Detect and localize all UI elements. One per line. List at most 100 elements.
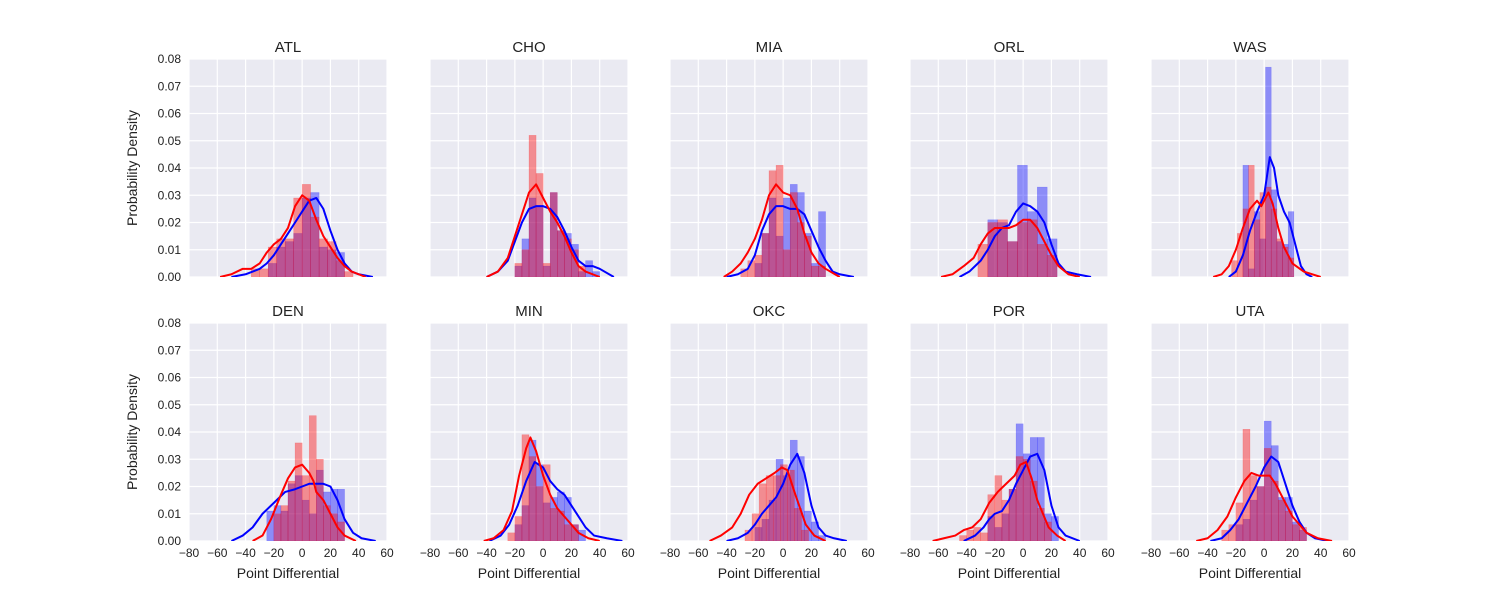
hist-bar-blue	[1270, 445, 1279, 541]
hist-bar-blue	[280, 510, 289, 541]
panel-title: DEN	[272, 303, 304, 320]
y-axis-label: Probability Density	[124, 110, 140, 226]
x-tick-label: −60	[207, 546, 228, 560]
hist-bar-red	[1008, 488, 1017, 541]
hist-bar-blue	[1259, 238, 1266, 277]
kde-line-blue	[488, 460, 623, 541]
hist-bar-red	[284, 238, 294, 277]
plot-area	[1196, 420, 1333, 541]
plot-area	[219, 184, 374, 277]
hist-bar-blue	[301, 499, 310, 541]
hist-bar-red	[1001, 499, 1010, 541]
panel-title: UTA	[1236, 303, 1265, 320]
hist-bar-red	[780, 464, 788, 541]
hist-bar-red	[535, 173, 544, 277]
hist-bar-red	[557, 230, 565, 277]
x-tick-label: 40	[1073, 546, 1087, 560]
hist-bar-red	[542, 464, 551, 541]
hist-bar-red	[1015, 456, 1024, 541]
hist-bar-blue	[1008, 488, 1017, 541]
y-tick-label: 0.04	[158, 425, 182, 439]
hist-bar-blue	[542, 502, 551, 541]
x-tick-label: −60	[688, 546, 709, 560]
panel-okc: OKC −80 −60 −40 −20 0 20 40 60 Point Differential	[660, 303, 875, 581]
x-tick-label: 60	[380, 546, 394, 560]
x-tick-label: 0	[1020, 546, 1027, 560]
y-tick-label: 0.01	[158, 507, 182, 521]
panel-title: CHO	[512, 39, 545, 56]
x-tick-label: −80	[1141, 546, 1162, 560]
hist-bar-blue	[267, 263, 277, 277]
hist-bar-blue	[761, 518, 770, 541]
y-tick-label: 0.05	[158, 134, 182, 148]
hist-bar-red	[327, 241, 337, 277]
hist-bar-blue	[1249, 499, 1258, 541]
y-tick-label: 0.01	[158, 243, 182, 257]
hist-bar-red	[744, 529, 753, 541]
hist-bar-blue	[775, 459, 784, 541]
kde-line-red	[483, 436, 600, 541]
plot-area	[1212, 66, 1322, 277]
hist-bar-red	[571, 249, 579, 277]
hist-bar-red	[287, 480, 296, 541]
hist-bar-blue	[811, 263, 819, 277]
y-axis-label: Probability Density	[124, 374, 140, 490]
x-tick-label: 60	[861, 546, 875, 560]
y-tick-label: 0.03	[158, 188, 182, 202]
kde-line-blue	[726, 452, 847, 541]
x-tick-label: 40	[352, 546, 366, 560]
x-tick-label: 60	[1101, 546, 1115, 560]
hist-bar-blue	[754, 527, 763, 541]
hist-bar-red	[294, 442, 303, 541]
plot-area	[723, 165, 855, 277]
panel-min: MIN −80 −60 −40 −20 0 20 40 60 Point Differential	[420, 303, 635, 581]
hist-bar-blue	[578, 271, 586, 277]
y-tick-label: 0.04	[158, 161, 182, 175]
hist-bar-blue	[514, 524, 523, 541]
hist-bar-red	[521, 434, 530, 541]
hist-bar-blue	[1235, 524, 1244, 541]
hist-bar-red	[959, 535, 967, 541]
hist-bar-blue	[284, 241, 294, 277]
kde-line-red	[1212, 191, 1322, 277]
hist-bar-red	[994, 475, 1003, 541]
hist-bar-red	[293, 197, 303, 277]
panel-atl: ATL 0.00 0.01 0.02 0.03 0.04 0.05 0.06 0.07 0.08 P…	[124, 39, 388, 284]
hist-bar-blue	[1022, 453, 1031, 541]
panel-title: ATL	[275, 39, 301, 56]
hist-bar-blue	[287, 483, 296, 541]
hist-bar-blue	[521, 238, 530, 277]
hist-bar-red	[535, 486, 544, 541]
y-tick-label: 0.07	[158, 343, 182, 357]
hist-bar-red	[521, 249, 530, 277]
hist-bar-blue	[1037, 437, 1045, 541]
x-tick-label: −80	[900, 546, 921, 560]
panel-cho: CHO	[429, 39, 629, 278]
hist-bar-red	[1027, 219, 1038, 277]
y-tick-label: 0.00	[158, 534, 182, 548]
kde-line-red	[723, 183, 841, 277]
hist-bar-red	[259, 268, 269, 277]
x-tick-label: −80	[660, 546, 681, 560]
hist-bar-blue	[1287, 211, 1295, 277]
x-axis-label: Point Differential	[1199, 565, 1301, 581]
x-axis-label: Point Differential	[478, 565, 580, 581]
hist-bar-red	[1017, 222, 1028, 277]
y-tick-label: 0.03	[158, 452, 182, 466]
x-tick-label: −40	[476, 546, 497, 560]
hist-bar-blue	[276, 246, 286, 277]
kde-line-blue	[1228, 156, 1313, 277]
x-tick-label: 20	[1045, 546, 1059, 560]
plot-area	[230, 415, 376, 541]
hist-bar-red	[1046, 254, 1058, 277]
plot-area	[932, 423, 1081, 541]
kde-line-blue	[230, 482, 376, 541]
hist-bar-blue	[1007, 241, 1018, 277]
hist-bar-red	[310, 216, 320, 277]
hist-bar-red	[1007, 241, 1018, 277]
plot-area	[709, 439, 847, 541]
hist-bar-blue	[316, 469, 324, 541]
panel-uta: UTA −80 −60 −40 −20 0 20 40 60 Point Differential	[1141, 303, 1356, 581]
hist-bar-blue	[542, 265, 551, 277]
x-tick-label: 40	[593, 546, 607, 560]
